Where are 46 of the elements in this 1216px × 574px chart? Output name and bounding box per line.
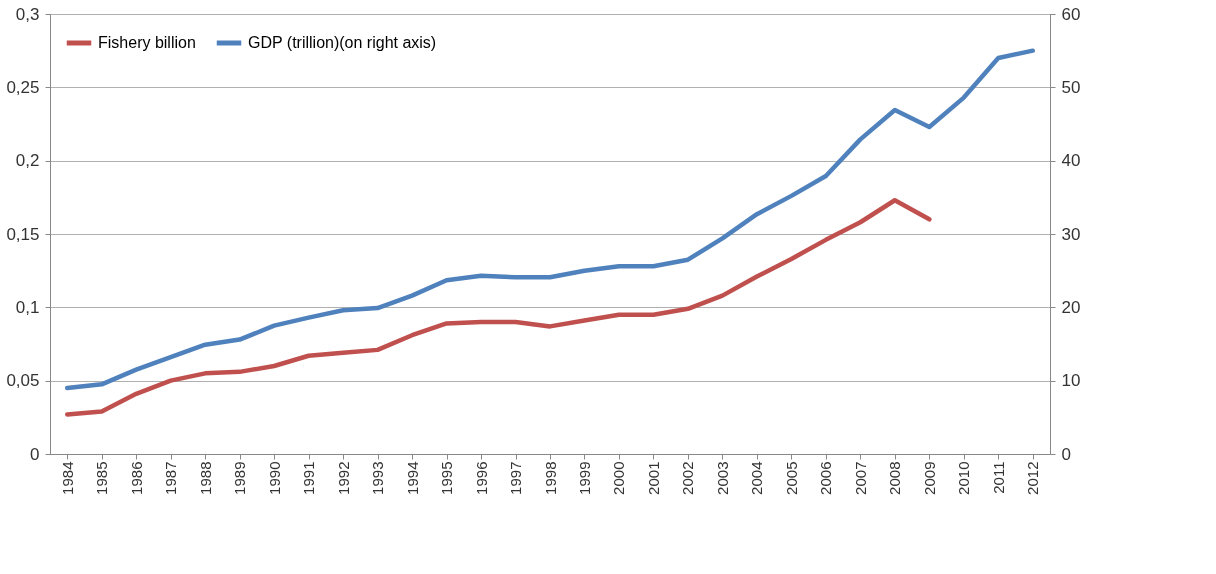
x-tick-label: 2012 (1024, 461, 1042, 495)
x-tick-label: 1985 (93, 461, 111, 495)
x-tick-label: 2003 (713, 461, 731, 495)
x-tick-label: 1987 (162, 461, 180, 495)
y2-tick-label: 10 (1061, 371, 1081, 391)
legend-label: GDP (trillion)(on right axis) (248, 34, 437, 51)
x-tick-label: 1996 (472, 461, 490, 495)
y-tick-label: 0,3 (15, 4, 40, 24)
x-tick-label: 2009 (920, 461, 938, 495)
x-tick-label: 1999 (575, 461, 593, 495)
x-tick-label: 2002 (679, 461, 697, 495)
y-tick-label: 0 (30, 444, 40, 464)
x-tick-label: 2007 (851, 461, 869, 495)
y2-tick-label: 20 (1061, 297, 1081, 317)
x-tick-label: 2001 (644, 461, 662, 495)
y-tick-label: 0,2 (15, 151, 40, 171)
x-tick-label: 2000 (610, 461, 628, 495)
y2-tick-label: 30 (1061, 224, 1081, 244)
x-tick-label: 1998 (541, 461, 559, 495)
x-tick-label: 2010 (955, 461, 973, 495)
x-tick-label: 1986 (127, 461, 145, 495)
line-series (64, 198, 932, 417)
x-tick-label: 1993 (369, 461, 387, 495)
y-tick-label: 0,05 (6, 371, 40, 391)
x-tick-label: 2008 (886, 461, 904, 495)
legend-label: Fishery billion (98, 34, 196, 51)
x-tick-label: 1995 (438, 461, 456, 495)
y2-tick-label: 50 (1061, 77, 1081, 97)
x-tick-label: 2006 (817, 461, 835, 495)
x-tick-label: 1988 (196, 461, 214, 495)
y-tick-label: 0,1 (15, 297, 40, 317)
x-tick-label: 2011 (989, 461, 1007, 494)
x-tick-label: 1991 (300, 461, 318, 495)
x-tick-label: 2005 (782, 461, 800, 495)
x-tick-label: 1992 (334, 461, 352, 495)
x-tick-label: 1984 (58, 461, 76, 495)
x-tick-label: 2004 (748, 461, 766, 495)
x-tick-label: 1997 (507, 461, 525, 495)
y-tick-label: 0,15 (6, 224, 40, 244)
y2-tick-label: 60 (1061, 4, 1081, 24)
x-tick-label: 1990 (265, 461, 283, 495)
x-tick-label: 1989 (231, 461, 249, 495)
x-tick-label: 1994 (403, 461, 421, 495)
y-tick-label: 0,25 (6, 77, 40, 97)
y2-tick-label: 0 (1061, 444, 1071, 464)
y2-tick-label: 40 (1061, 151, 1081, 171)
